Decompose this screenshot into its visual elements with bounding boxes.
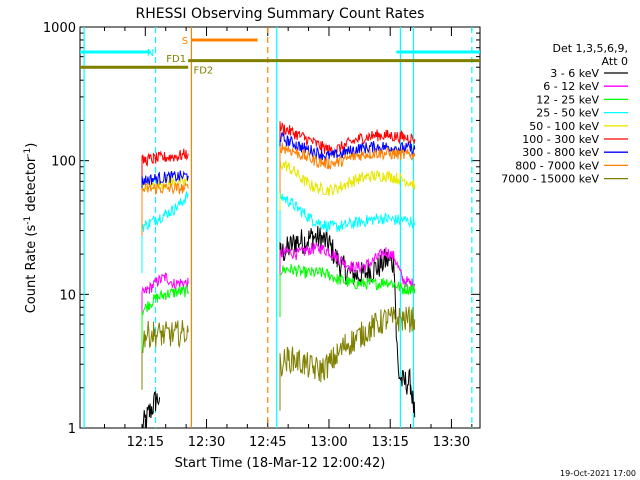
y-tick-label: 10 <box>59 288 76 303</box>
x-axis-label: Start Time (18-Mar-12 12:00:42) <box>175 456 386 471</box>
x-tick-label: 12:15 <box>127 435 164 450</box>
legend-title: Det 1,3,5,6,9, <box>552 42 628 55</box>
series-line <box>141 148 189 207</box>
plot-frame <box>79 26 481 429</box>
legend-entry: 100 - 300 keV <box>522 133 599 146</box>
flag-label-fd1: FD1 <box>166 54 186 65</box>
series-line <box>279 159 416 210</box>
plot-content: N S FD1 FD2 <box>80 27 480 428</box>
series-line <box>141 320 189 390</box>
x-tick-label: 12:30 <box>188 435 225 450</box>
legend-entry: 12 - 25 keV <box>536 93 599 106</box>
legend-entry: 3 - 6 keV <box>550 67 599 80</box>
series-line <box>141 182 189 236</box>
flag-label-n: N <box>147 48 154 59</box>
series-line <box>141 390 161 428</box>
x-tick-label: 12:45 <box>249 435 286 450</box>
series-line <box>279 121 416 173</box>
legend-entry: 6 - 12 keV <box>543 80 599 93</box>
series-line <box>279 263 416 318</box>
y-tick-label: 100 <box>51 155 76 170</box>
y-tick-label: 1000 <box>43 21 76 36</box>
legend-title: Att 0 <box>602 55 628 68</box>
x-tick-label: 13:00 <box>310 435 347 450</box>
series-line <box>279 306 416 411</box>
legend-entry: 50 - 100 keV <box>529 120 599 133</box>
x-tick-label: 13:15 <box>371 435 408 450</box>
flag-label-fd2: FD2 <box>193 66 213 77</box>
series-line <box>279 225 416 418</box>
plot-area: 1 10 100 1000 12:15 12:30 12:45 13:00 13:15 13:30… <box>43 21 481 450</box>
series-line <box>141 284 189 358</box>
series-line <box>141 170 189 227</box>
footer-date: 19-Oct-2021 17:00 <box>560 469 636 478</box>
legend-entry: 25 - 50 keV <box>536 107 599 120</box>
legend-entry: 300 - 800 keV <box>522 146 599 159</box>
y-tick-label: 1 <box>68 422 76 437</box>
flag-label-s: S <box>182 36 188 47</box>
series-line <box>279 242 416 301</box>
series-line <box>141 191 189 274</box>
x-tick-label: 13:30 <box>433 435 470 450</box>
legend-entry: 7000 - 15000 keV <box>501 173 599 186</box>
series-line <box>141 272 189 341</box>
legend-entry: 800 - 7000 keV <box>515 159 599 172</box>
series-line <box>279 189 416 242</box>
series-line <box>279 142 416 193</box>
y-axis-label: Count Rate (s-1 detector-1) <box>23 143 39 314</box>
chart-title: RHESSI Observing Summary Count Rates <box>136 6 425 22</box>
